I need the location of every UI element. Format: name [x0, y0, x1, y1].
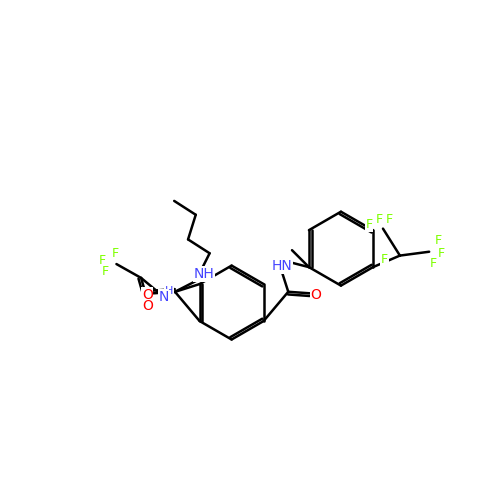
Text: F: F [381, 253, 388, 266]
Text: F: F [376, 213, 382, 226]
Text: F: F [112, 247, 118, 260]
Text: F: F [438, 247, 445, 260]
Text: NH: NH [194, 267, 214, 281]
Text: F: F [99, 254, 106, 266]
Text: F: F [366, 218, 372, 232]
Text: HN: HN [272, 260, 292, 274]
Text: F: F [430, 257, 436, 270]
Text: O: O [310, 288, 322, 302]
Text: N: N [158, 290, 168, 304]
Text: F: F [102, 265, 109, 278]
Text: H: H [164, 286, 173, 296]
Text: O: O [142, 288, 152, 302]
Text: O: O [142, 300, 152, 314]
Text: F: F [386, 213, 392, 226]
Text: F: F [435, 234, 442, 246]
